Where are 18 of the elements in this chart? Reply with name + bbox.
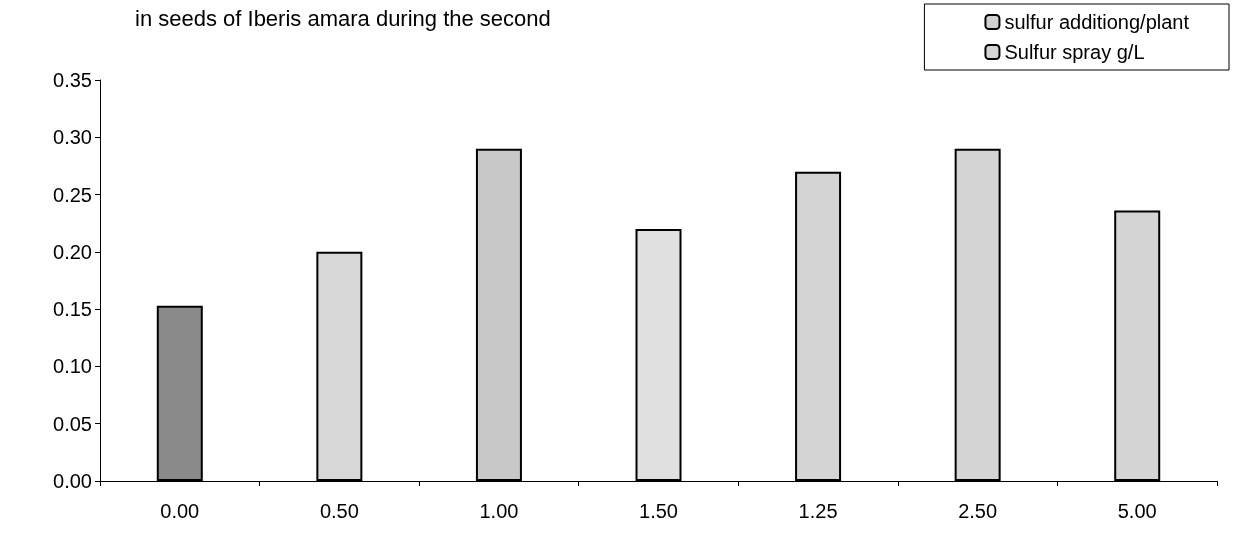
y-tick-label: 0.05 — [53, 412, 92, 435]
y-tick-label: 0.25 — [53, 183, 92, 206]
x-tick-label: 0.00 — [160, 500, 200, 522]
legend-label: Sulfur spray g/L — [1004, 41, 1145, 63]
legend-label: sulfur additiong/plant — [1004, 11, 1190, 33]
y-tick-label: 0.30 — [53, 126, 92, 149]
y-tick-label: 0.15 — [53, 298, 92, 321]
y-tick-label: 0.10 — [53, 355, 92, 378]
y-tick-label: 0.35 — [53, 69, 92, 91]
x-tick-label: 1.50 — [639, 500, 678, 522]
x-tick-label: 1.25 — [798, 500, 838, 522]
x-tick-label: 5.00 — [1117, 500, 1157, 522]
x-tick-label: 2.50 — [958, 500, 998, 522]
y-tick-label: 0.20 — [53, 240, 92, 263]
x-tick-label: 0.50 — [319, 500, 359, 522]
x-tick-label: 1.00 — [479, 500, 519, 522]
chart-title: in seeds of Iberis amara during the second — [135, 5, 551, 31]
y-tick-label: 0.00 — [53, 470, 92, 492]
